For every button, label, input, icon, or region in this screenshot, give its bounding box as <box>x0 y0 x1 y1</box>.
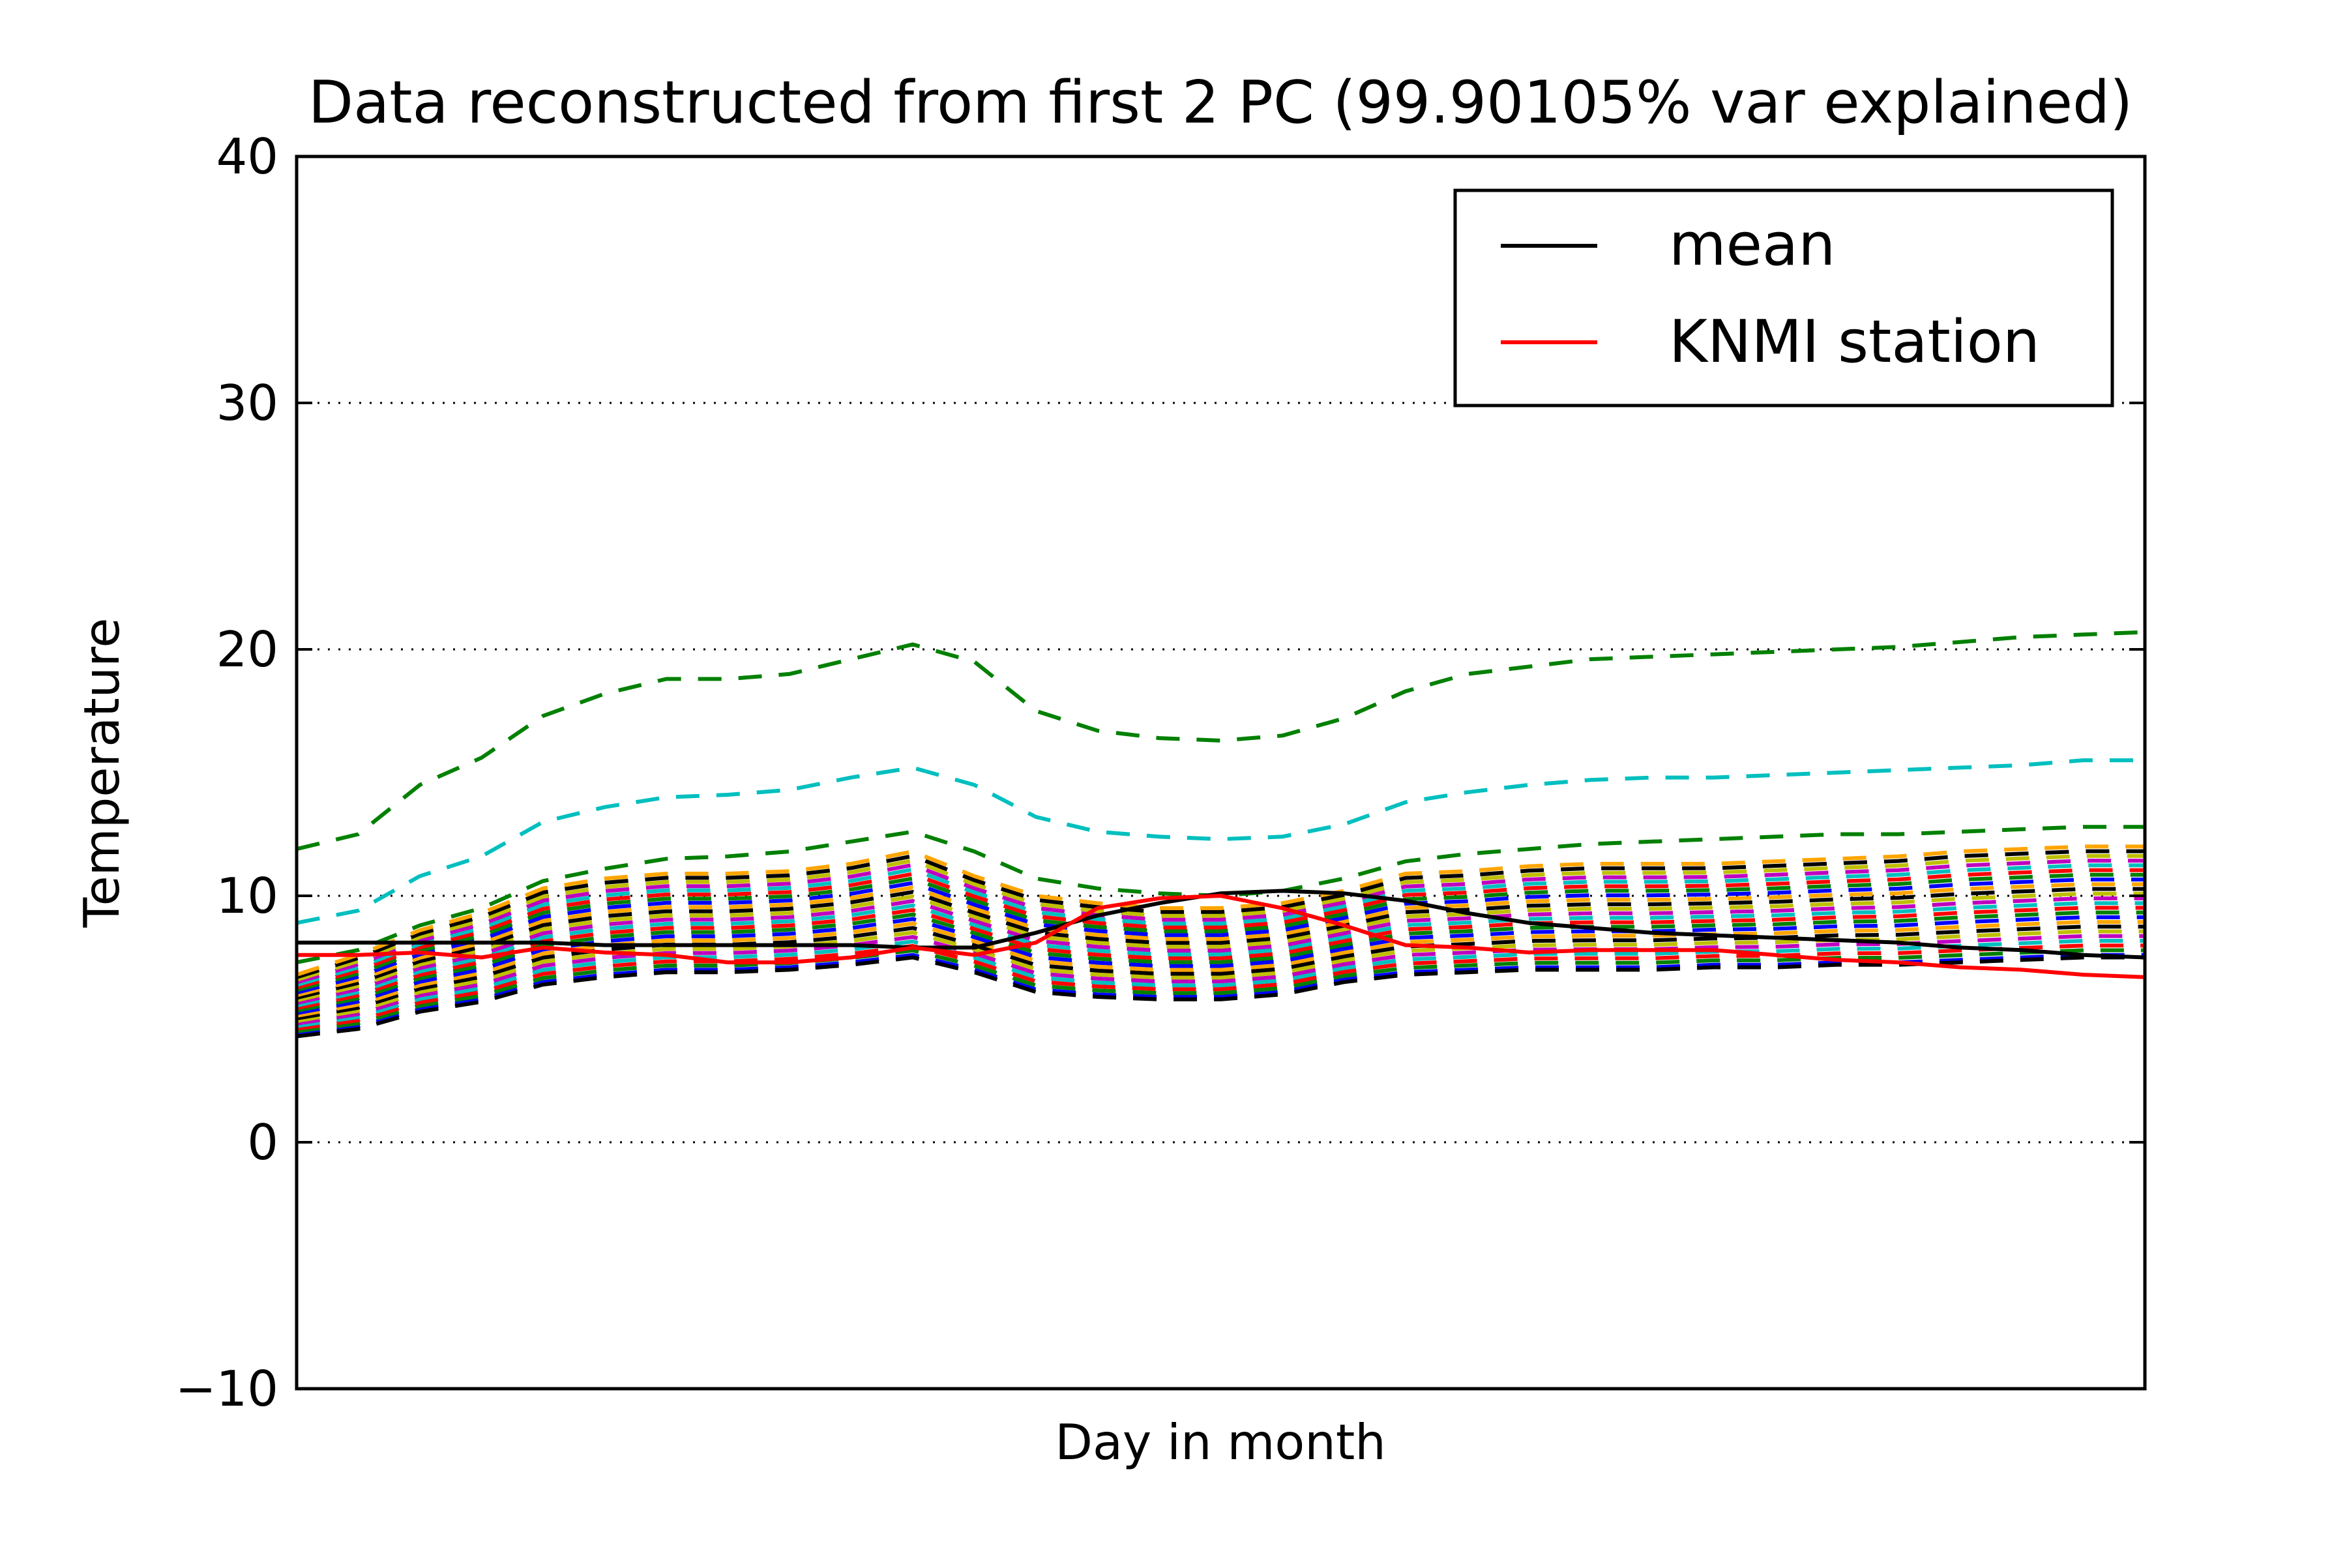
ensemble-line <box>297 901 2145 1008</box>
ensemble-line <box>297 891 2145 1003</box>
y-tick-label: 10 <box>216 867 278 925</box>
ensemble-line <box>297 896 2145 1005</box>
legend-box <box>1453 188 2114 407</box>
ensemble-line <box>297 849 2145 979</box>
ensemble-line <box>297 853 2145 982</box>
ensemble-line <box>297 868 2145 990</box>
y-tick-label: 30 <box>216 374 278 432</box>
upper-inner-line <box>297 758 2145 925</box>
ensemble-line <box>297 872 2145 992</box>
y-axis-label: Temperature <box>73 617 130 928</box>
ensemble-line <box>297 910 2145 1013</box>
knmi-station-line <box>297 894 2145 979</box>
ensemble-line <box>297 948 2145 1033</box>
ensemble-line <box>297 939 2145 1028</box>
y-tick-label: −10 <box>175 1360 278 1417</box>
ensemble-line <box>297 882 2145 998</box>
ensemble-line <box>297 878 2145 995</box>
chart-title: Data reconstructed from first 2 PC (99.9… <box>308 68 2133 137</box>
mean-line <box>297 889 2145 960</box>
ensemble-line <box>297 953 2145 1036</box>
ensemble-line <box>297 920 2145 1018</box>
lower-envelope-line <box>297 955 2145 1039</box>
ensemble-line <box>297 943 2145 1031</box>
legend-label-mean: mean <box>1669 211 1835 279</box>
ensemble-line <box>297 906 2145 1011</box>
ensemble-line <box>297 915 2145 1016</box>
upper-outer-line <box>297 630 2145 851</box>
y-tick-label: 0 <box>247 1114 278 1171</box>
ensemble-line <box>297 844 2145 977</box>
x-axis-label: Day in month <box>1055 1413 1386 1471</box>
legend-label-knmi-station: KNMI station <box>1669 308 2040 376</box>
y-tick-label: 40 <box>216 128 278 185</box>
ensemble-line <box>297 925 2145 1020</box>
y-tick-label: 20 <box>216 621 278 678</box>
ensemble-line <box>297 859 2145 984</box>
plot-frame <box>295 155 2147 1391</box>
series-lines <box>297 630 2145 1039</box>
ensemble-line <box>297 887 2145 1000</box>
ensemble-line <box>297 934 2145 1026</box>
ensemble-line <box>297 863 2145 987</box>
ensemble-band <box>297 844 2145 1036</box>
legend: mean KNMI station <box>1453 188 2114 407</box>
y-ticks: −10 0 10 20 30 40 <box>175 128 2145 1417</box>
